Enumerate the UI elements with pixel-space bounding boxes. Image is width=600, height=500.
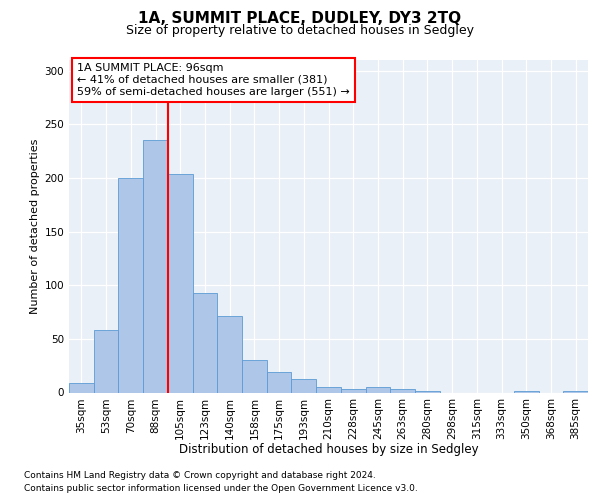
Bar <box>267 372 292 392</box>
Bar <box>242 360 267 392</box>
Text: 1A, SUMMIT PLACE, DUDLEY, DY3 2TQ: 1A, SUMMIT PLACE, DUDLEY, DY3 2TQ <box>139 11 461 26</box>
Bar <box>292 378 316 392</box>
Bar <box>118 178 143 392</box>
Bar <box>143 140 168 392</box>
Bar <box>193 292 217 392</box>
Bar <box>390 390 415 392</box>
Text: Size of property relative to detached houses in Sedgley: Size of property relative to detached ho… <box>126 24 474 37</box>
Bar <box>365 387 390 392</box>
Bar <box>69 383 94 392</box>
Text: Distribution of detached houses by size in Sedgley: Distribution of detached houses by size … <box>179 442 479 456</box>
Bar <box>94 330 118 392</box>
Bar <box>341 390 365 392</box>
Bar <box>217 316 242 392</box>
Bar <box>168 174 193 392</box>
Text: Contains HM Land Registry data © Crown copyright and database right 2024.: Contains HM Land Registry data © Crown c… <box>24 471 376 480</box>
Text: 1A SUMMIT PLACE: 96sqm
← 41% of detached houses are smaller (381)
59% of semi-de: 1A SUMMIT PLACE: 96sqm ← 41% of detached… <box>77 64 350 96</box>
Bar <box>316 387 341 392</box>
Text: Contains public sector information licensed under the Open Government Licence v3: Contains public sector information licen… <box>24 484 418 493</box>
Y-axis label: Number of detached properties: Number of detached properties <box>30 138 40 314</box>
